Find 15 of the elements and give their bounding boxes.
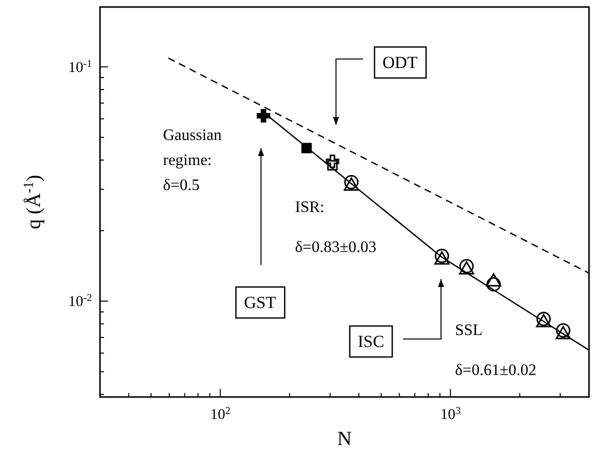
annotation: ISC	[358, 332, 384, 351]
annotation: ODT	[382, 53, 418, 72]
x-axis-title: N	[337, 428, 352, 450]
annotation: Gaussian	[163, 127, 222, 144]
annotation: regime:	[163, 152, 212, 169]
y-tick-label: 10$^{-1}$	[68, 58, 92, 76]
annotation: GST	[244, 293, 277, 312]
y-tick-label: 10$^{-2}$	[68, 292, 92, 310]
annotation: SSL	[455, 322, 483, 339]
annotation: δ=0.61±0.02	[455, 362, 536, 379]
x-tick-label: 10$^{2}$	[210, 406, 230, 423]
annotation: ISR:	[295, 199, 324, 216]
annotation: δ=0.5	[163, 177, 200, 194]
annotation: δ=0.83±0.03	[295, 239, 376, 256]
x-tick-label: 10$^{3}$	[440, 406, 461, 423]
